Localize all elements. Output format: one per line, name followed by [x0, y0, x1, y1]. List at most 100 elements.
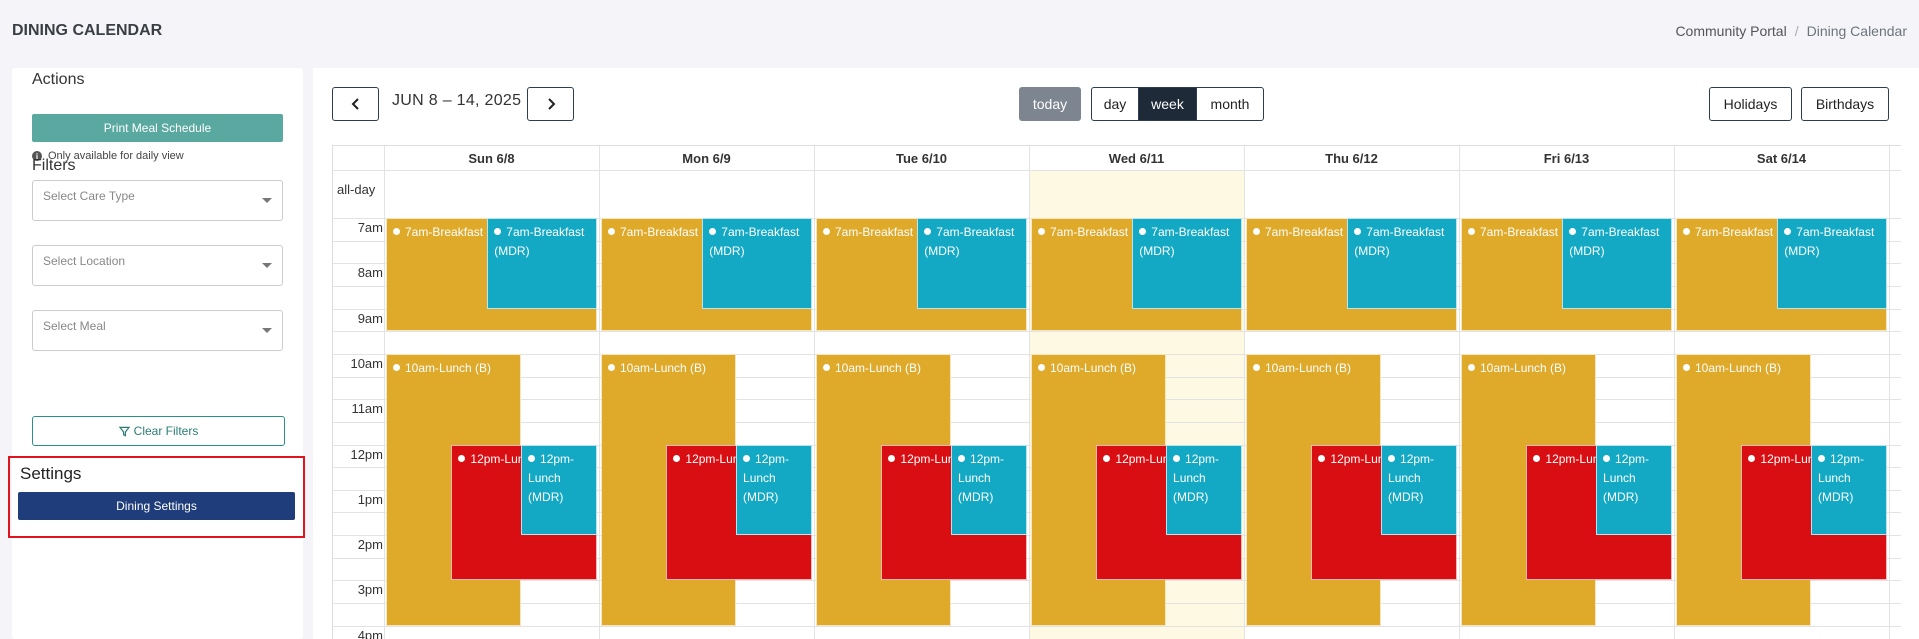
event-dot-icon	[608, 363, 615, 371]
birthdays-button[interactable]: Birthdays	[1801, 87, 1889, 121]
time-label: 8am	[357, 265, 383, 281]
day-header[interactable]: Thu 6/12	[1325, 150, 1378, 166]
meal-placeholder: Select Meal	[43, 319, 106, 333]
dining-settings-button[interactable]: Dining Settings	[18, 492, 295, 520]
allday-label: all-day	[337, 182, 376, 197]
time-label: 1pm	[357, 491, 383, 507]
chevron-down-icon	[262, 263, 272, 268]
event-title: 12pm-Lunch (MDR)	[1603, 451, 1650, 504]
event-title: 10am-Lunch (B)	[1695, 360, 1782, 375]
event-title: 12pm-Lunch	[900, 451, 968, 466]
chevron-down-icon	[262, 198, 272, 203]
day-header[interactable]: Sat 6/14	[1756, 150, 1807, 166]
event-title: 10am-Lunch (B)	[1265, 360, 1352, 375]
view-month-button[interactable]: month	[1196, 87, 1264, 121]
event-title: 12pm-Lunch (MDR)	[1173, 451, 1220, 504]
time-label: 9am	[357, 310, 383, 326]
event-dot-icon	[1139, 228, 1147, 235]
event-dot-icon	[888, 454, 896, 462]
breadcrumb-separator: /	[1794, 23, 1799, 39]
settings-title: Settings	[20, 464, 82, 483]
event-dot-icon	[1103, 454, 1111, 462]
event-title: 10am-Lunch (B)	[1050, 360, 1137, 375]
time-label: 3pm	[357, 582, 383, 598]
event-dot-icon	[1038, 363, 1045, 371]
event-dot-icon	[1683, 363, 1690, 371]
event-dot-icon	[1253, 228, 1260, 235]
event-dot-icon	[743, 454, 751, 462]
grid-line	[384, 146, 385, 639]
meal-select[interactable]: Select Meal	[32, 310, 283, 351]
clear-filters-button[interactable]: Clear Filters	[32, 416, 285, 446]
event-title: 7am-Breakfast (MDR)	[1569, 225, 1660, 258]
event-breakfast-mdr[interactable]: 7am-Breakfast (MDR)	[1132, 218, 1242, 309]
event-dot-icon	[393, 363, 400, 371]
event-dot-icon	[924, 228, 932, 235]
day-header[interactable]: Wed 6/11	[1108, 150, 1165, 166]
holidays-button[interactable]: Holidays	[1709, 87, 1792, 121]
time-label: 7am	[357, 220, 383, 235]
grid-line	[333, 170, 1901, 171]
location-placeholder: Select Location	[43, 254, 126, 268]
event-title: 7am-Breakfast	[1265, 225, 1344, 239]
event-dot-icon	[393, 228, 400, 235]
event-title: 12pm-Lunch	[1330, 451, 1398, 466]
view-week-button[interactable]: week	[1138, 87, 1197, 121]
event-dot-icon	[1683, 228, 1690, 235]
care-type-placeholder: Select Care Type	[43, 189, 135, 203]
clear-filters-label: Clear Filters	[133, 424, 199, 438]
event-title: 12pm-Lunch (MDR)	[1818, 451, 1865, 504]
event-lunch-mdr[interactable]: 12pm-Lunch (MDR)	[1166, 444, 1242, 536]
event-lunch-mdr[interactable]: 12pm-Lunch (MDR)	[1381, 444, 1457, 536]
event-breakfast-mdr[interactable]: 7am-Breakfast (MDR)	[1777, 218, 1887, 309]
grid-line	[1674, 146, 1675, 639]
filter-icon	[118, 426, 130, 437]
time-label: 2pm	[357, 537, 383, 553]
day-header[interactable]: Mon 6/9	[682, 150, 731, 166]
event-breakfast-mdr[interactable]: 7am-Breakfast (MDR)	[702, 218, 812, 309]
event-breakfast-mdr[interactable]: 7am-Breakfast (MDR)	[1562, 218, 1672, 309]
event-lunch-mdr[interactable]: 12pm-Lunch (MDR)	[1811, 444, 1887, 536]
event-breakfast-mdr[interactable]: 7am-Breakfast (MDR)	[487, 218, 597, 309]
time-label: 11am	[351, 401, 383, 417]
chevron-left-icon	[351, 98, 359, 110]
event-dot-icon	[1468, 228, 1475, 235]
event-dot-icon	[673, 454, 681, 462]
prev-button[interactable]	[332, 87, 379, 121]
print-note-text: Only available for daily view	[48, 150, 184, 162]
next-button[interactable]	[527, 87, 574, 121]
chevron-down-icon	[262, 328, 272, 333]
view-day-button[interactable]: day	[1091, 87, 1139, 121]
today-button[interactable]: today	[1019, 87, 1081, 121]
event-title: 12pm-Lunch (MDR)	[1388, 451, 1435, 504]
day-header[interactable]: Fri 6/13	[1543, 150, 1590, 166]
event-lunch-mdr[interactable]: 12pm-Lunch (MDR)	[951, 444, 1027, 536]
day-header[interactable]: Tue 6/10	[895, 150, 948, 166]
event-title: 7am-Breakfast (MDR)	[924, 225, 1015, 258]
event-lunch-mdr[interactable]: 12pm-Lunch (MDR)	[1596, 444, 1672, 536]
event-dot-icon	[1603, 454, 1611, 462]
event-dot-icon	[823, 228, 830, 235]
care-type-select[interactable]: Select Care Type	[32, 180, 283, 221]
location-select[interactable]: Select Location	[32, 245, 283, 286]
day-header[interactable]: Sun 6/8	[468, 150, 515, 166]
grid-line	[333, 625, 1901, 627]
event-dot-icon	[1818, 454, 1826, 462]
event-dot-icon	[1354, 228, 1362, 235]
event-dot-icon	[709, 228, 717, 235]
event-title: 10am-Lunch (B)	[620, 360, 707, 375]
print-meal-schedule-button[interactable]: Print Meal Schedule	[32, 114, 283, 142]
grid-line	[1029, 146, 1030, 639]
event-title: 12pm-Lunch	[1760, 451, 1828, 466]
event-dot-icon	[608, 228, 615, 235]
breadcrumb-community-portal[interactable]: Community Portal	[1675, 23, 1787, 39]
grid-line	[814, 146, 815, 639]
event-lunch-mdr[interactable]: 12pm-Lunch (MDR)	[736, 444, 812, 536]
grid-line	[333, 331, 1901, 333]
event-lunch-mdr[interactable]: 12pm-Lunch (MDR)	[521, 444, 597, 536]
event-breakfast-mdr[interactable]: 7am-Breakfast (MDR)	[917, 218, 1027, 309]
event-dot-icon	[1784, 228, 1792, 235]
grid-line	[1889, 146, 1890, 639]
event-breakfast-mdr[interactable]: 7am-Breakfast (MDR)	[1347, 218, 1457, 309]
event-dot-icon	[1038, 228, 1045, 235]
